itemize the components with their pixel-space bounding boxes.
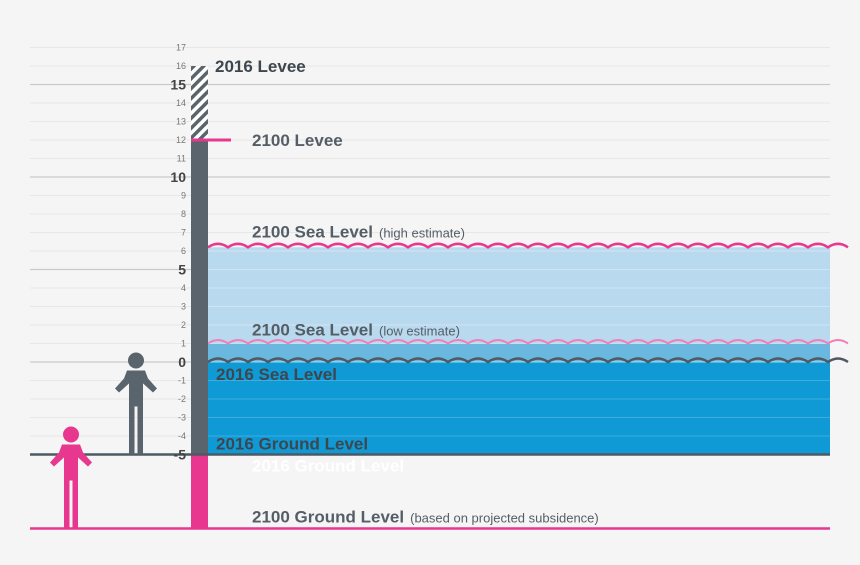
y-axis: 17 16 14 13 12 11 9 8 7 6 4 3 2 1 -1 -2 -3 -4 15 10 5 0 -5 xyxy=(170,43,186,463)
y-tick-major-label: 0 xyxy=(178,354,186,370)
y-tick-major-label: 15 xyxy=(170,77,186,93)
y-tick-label: 12 xyxy=(176,135,186,145)
gridlines xyxy=(30,47,830,456)
person-2016-icon xyxy=(115,352,157,455)
sea-2100-high-title: 2100 Sea Level xyxy=(252,222,373,241)
y-tick-label: 3 xyxy=(181,302,186,312)
y-tick-label: -1 xyxy=(178,376,186,386)
ground-2100-label: 2100 Ground Level (based on projected sub… xyxy=(252,508,599,527)
wave-2100-high xyxy=(207,242,849,249)
ground-2016-ghost-label: 2016 Ground Level xyxy=(252,457,404,476)
y-tick-label: -3 xyxy=(178,413,186,423)
y-tick-label: -4 xyxy=(178,431,186,441)
ground-2016-label: 2016 Ground Level xyxy=(216,435,368,454)
levee-subsidence-column xyxy=(191,454,208,529)
y-tick-label: 11 xyxy=(177,154,186,164)
sea-2100-low-note: (low estimate) xyxy=(379,324,460,339)
y-tick-label: 6 xyxy=(181,246,186,256)
sea-2100-high-note: (high estimate) xyxy=(379,225,465,240)
y-tick-label: 1 xyxy=(181,339,186,349)
y-tick-label: 8 xyxy=(181,209,186,219)
levee-2100-label: 2100 Levee xyxy=(252,131,343,150)
y-tick-major-label: -5 xyxy=(174,447,187,463)
y-tick-label: 13 xyxy=(176,117,186,127)
y-tick-label: 2 xyxy=(181,320,186,330)
y-tick-label: 4 xyxy=(181,283,186,293)
wave-2016 xyxy=(207,357,849,364)
person-2100-icon xyxy=(50,426,92,529)
levee-column xyxy=(191,140,208,455)
levee-2016-label: 2016 Levee xyxy=(215,57,306,76)
wave-2100-low xyxy=(207,339,849,345)
levee-2016-top xyxy=(191,66,208,140)
y-tick-label: 7 xyxy=(181,228,186,238)
sea-2100-low-title: 2100 Sea Level xyxy=(252,321,373,340)
sea-2100-high-label: 2100 Sea Level (high estimate) xyxy=(252,222,465,241)
y-tick-label: 16 xyxy=(176,61,186,71)
ground-2100-note: (based on projected subsidence) xyxy=(410,511,599,526)
sea-2016-water xyxy=(208,362,830,455)
y-tick-label: -2 xyxy=(178,394,186,404)
ground-2100-title: 2100 Ground Level xyxy=(252,508,404,527)
y-tick-label: 14 xyxy=(176,98,186,108)
y-tick-major-label: 10 xyxy=(170,169,186,185)
y-tick-label: 17 xyxy=(176,43,186,53)
sea-2100-low-label: 2100 Sea Level (low estimate) xyxy=(252,321,460,340)
y-tick-label: 9 xyxy=(181,191,186,201)
y-tick-major-label: 5 xyxy=(178,262,186,278)
sea-2016-label: 2016 Sea Level xyxy=(216,365,337,384)
